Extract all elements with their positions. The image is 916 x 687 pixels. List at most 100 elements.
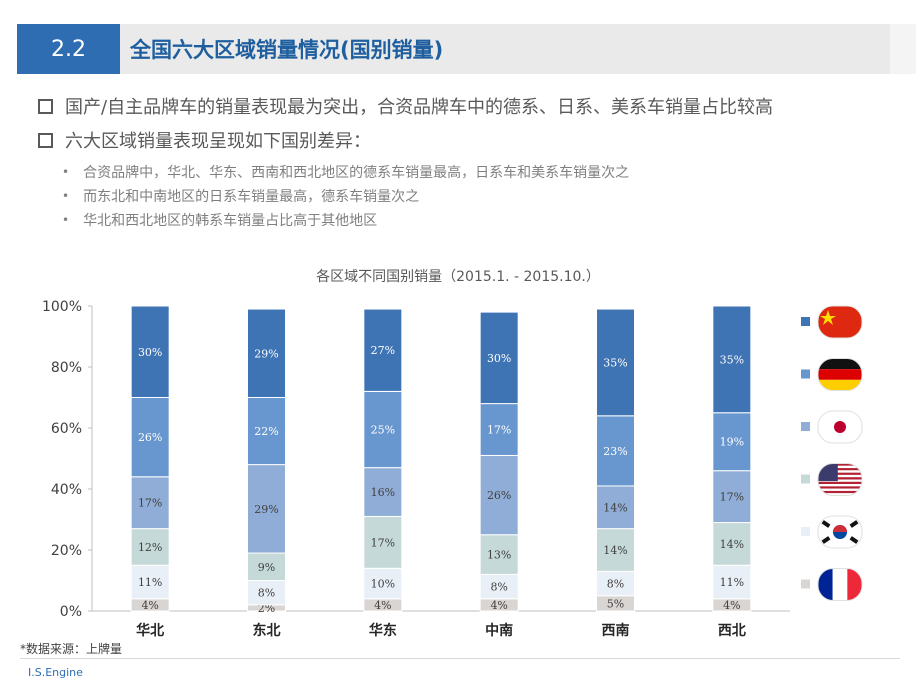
data-label: 22% [254,425,278,438]
data-label: 8% [258,587,275,600]
bullet-text: 国产/自主品牌车的销量表现最为突出，合资品牌车中的德系、日系、美系车销量占比较高 [65,97,774,118]
bar-segment [479,534,519,575]
flag-stripe [818,479,862,482]
data-label: 4% [141,599,158,612]
bar-segment [712,564,752,600]
bar-segment [130,528,170,566]
flag-stripe [818,463,862,466]
data-label: 17% [371,536,395,549]
flag-stripe [818,484,862,487]
flag-stripe [818,470,862,473]
data-label: 11% [720,576,744,589]
data-label: 29% [254,347,278,360]
bar-segment [363,390,403,469]
germany-flag-icon [818,358,862,391]
legend-swatch [801,317,810,326]
data-label: 8% [607,578,624,591]
flag-stripe [818,474,862,478]
flag-stripe [818,477,862,480]
flag-stripe [832,568,848,601]
data-label: 10% [371,578,395,591]
china-flag-icon [818,306,862,338]
korea-flag-icon [818,516,862,548]
flag-trigram [821,536,831,544]
bullet-item: 六大区域销量表现呈现如下国别差异： [38,126,898,154]
square-bullet-icon [38,132,53,148]
bullet-text: 六大区域销量表现呈现如下国别差异： [65,131,371,152]
flag-stripe [818,490,862,494]
x-tick-label: 西北 [718,623,746,639]
bullet-list: 国产/自主品牌车的销量表现最为突出，合资品牌车中的德系、日系、美系车销量占比较高… [38,92,898,232]
dot-bullet-icon: • [62,213,70,227]
section-number: 2.2 [17,24,120,74]
legend-swatch [801,369,810,379]
flag-trigram [849,536,859,544]
legend-swatch [801,579,810,589]
flag-outline [817,568,863,601]
data-label: 30% [138,346,162,359]
flag-outline [817,463,863,496]
data-label: 25% [371,424,395,437]
data-label: 23% [603,445,627,458]
data-label: 17% [138,497,162,510]
sub-bullet-text: 合资品牌中，华北、华东、西南和西北地区的德系车销量最高，日系车和美系车销量次之 [83,165,630,181]
sub-bullet-item: • 华北和西北地区的韩系车销量占比高于其他地区 [62,208,898,232]
y-tick-label: 80% [51,360,82,376]
data-label: 4% [374,599,391,612]
flag-stripe [818,465,862,469]
data-label: 9% [258,561,275,574]
bar-segment [479,311,519,405]
data-label: 8% [490,581,507,594]
bar-segment [247,464,286,554]
legend-swatch [801,422,810,431]
flag-trigram [849,520,859,528]
flag-outline [817,305,863,339]
flag-canton [818,463,838,482]
dot-bullet-icon: • [62,165,70,179]
flag-star [820,310,836,325]
dot-bullet-icon: • [62,189,70,203]
title-band-edge [890,24,916,74]
flag-trigram [821,520,831,528]
data-label: 26% [487,489,511,502]
flag-stripe [818,481,862,485]
bar-segment [247,308,286,398]
data-label: 19% [720,436,744,449]
y-tick-label: 60% [51,421,82,437]
flag-stripe [818,468,862,471]
page-title: 全国六大区域销量情况(国别销量) [130,38,444,62]
data-label: 29% [254,503,278,516]
usa-flag-icon [818,463,862,496]
y-tick-label: 0% [60,604,82,620]
data-label: 13% [487,549,511,562]
bar-segment [596,528,635,572]
france-flag-icon [818,568,862,601]
bar-segment [130,305,170,398]
data-label: 11% [138,576,162,589]
y-tick-label: 40% [51,482,82,498]
data-label: 17% [720,491,744,504]
bar-segment [363,467,403,517]
data-label: 4% [490,599,507,612]
sub-bullet-item: • 合资品牌中，华北、华东、西南和西北地区的德系车销量最高，日系车和美系车销量次… [62,160,898,184]
data-label: 27% [371,344,395,357]
bar-segment [596,485,635,530]
flag-stripe [818,379,862,391]
sub-bullet-text: 而东北和中南地区的日系车销量最高，德系车销量次之 [83,189,420,205]
flag-disc [834,421,846,433]
data-label: 12% [138,541,162,554]
bar-segment [712,470,752,524]
y-tick-label: 100% [42,299,82,315]
data-label: 26% [138,431,162,444]
data-label: 16% [371,486,395,499]
flag-taegeuk-red [833,525,847,532]
flag-stripe [847,568,862,601]
sub-bullet-item: • 而东北和中南地区的日系车销量最高，德系车销量次之 [62,184,898,208]
chart-title: 各区域不同国别销量（2015.1. - 2015.10.） [316,269,600,285]
data-label: 17% [487,424,511,437]
flag-stripe [818,486,862,489]
bar-segment [596,308,635,417]
bar-segment [247,397,286,466]
x-tick-label: 华东 [369,622,397,639]
